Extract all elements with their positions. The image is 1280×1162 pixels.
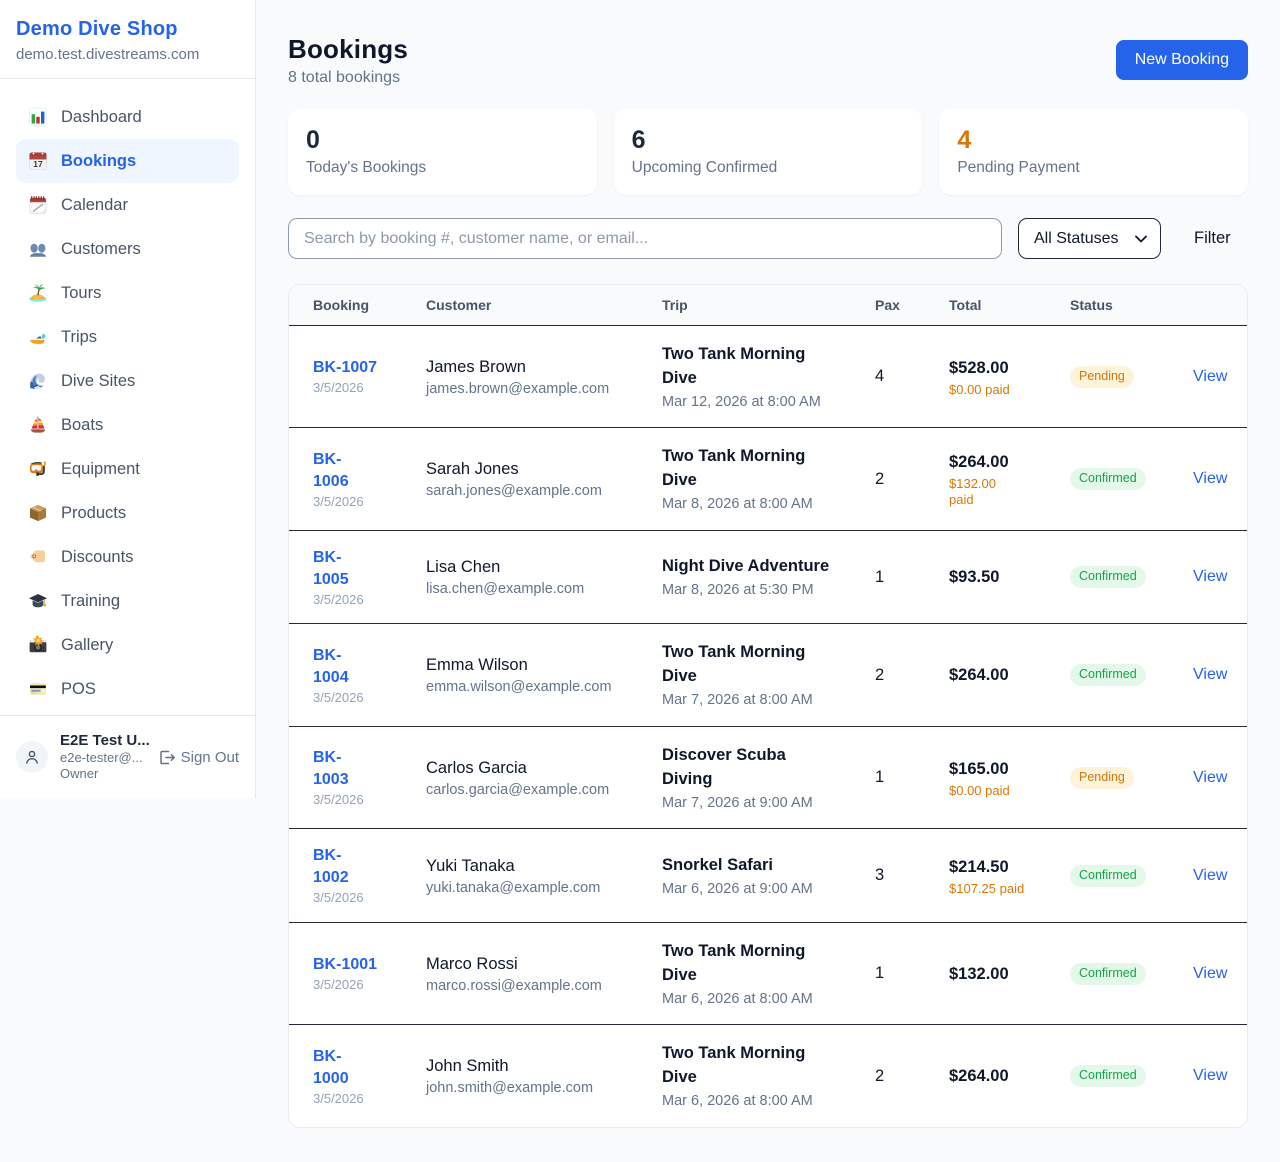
svg-text:17: 17 (33, 159, 43, 169)
